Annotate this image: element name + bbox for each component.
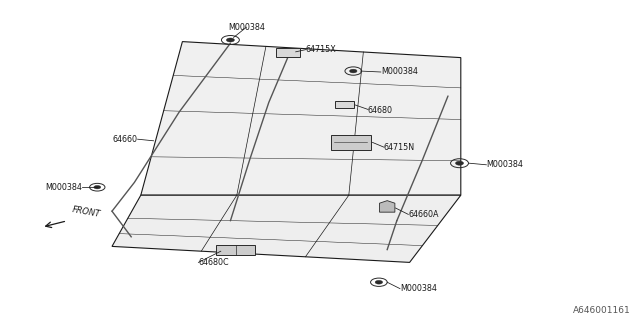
Text: A646001161: A646001161 [573,306,630,315]
Text: M000384: M000384 [486,160,524,169]
Circle shape [375,280,383,284]
Circle shape [94,186,100,189]
Text: 64715N: 64715N [384,143,415,152]
Text: 64660A: 64660A [408,210,439,219]
Text: 64680: 64680 [368,106,393,115]
Bar [331,135,371,150]
Bar [335,101,354,108]
Text: M000384: M000384 [228,23,265,32]
Text: M000384: M000384 [45,183,82,192]
Text: M000384: M000384 [381,68,418,76]
Bar [216,245,255,255]
Circle shape [456,161,463,165]
Text: M000384: M000384 [400,284,437,293]
Polygon shape [112,195,461,262]
Text: FRONT: FRONT [72,205,102,219]
Polygon shape [141,42,461,195]
Circle shape [227,38,234,42]
Text: 64715X: 64715X [306,45,337,54]
Polygon shape [380,201,395,212]
Text: 64660: 64660 [113,135,138,144]
Bar [276,48,300,57]
Circle shape [349,69,357,73]
Text: 64680C: 64680C [198,258,229,267]
